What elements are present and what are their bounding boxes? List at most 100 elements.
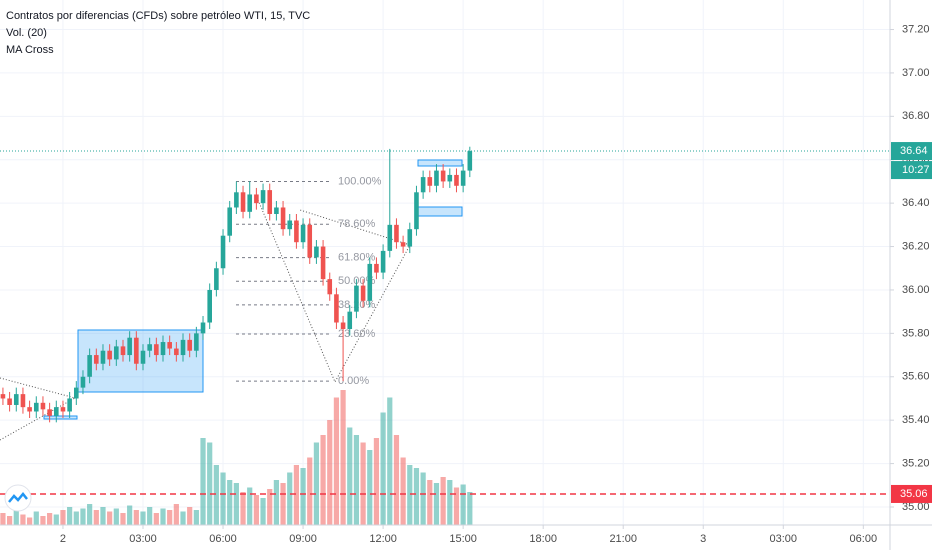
volume-bar [187, 507, 193, 525]
volume-bar [273, 480, 279, 525]
candle-body [314, 246, 319, 258]
candle-layer [0, 146, 473, 423]
y-tick-label: 36.20 [902, 240, 930, 252]
volume-bar [213, 465, 219, 525]
volume-bar [280, 483, 286, 525]
alert-tag [891, 484, 932, 503]
candle-body [180, 339, 186, 356]
volume-layer [0, 390, 473, 525]
indicator-label: Vol. (20) [6, 27, 47, 39]
volume-bar [133, 510, 139, 525]
volume-bar [233, 483, 239, 525]
chart-title: Contratos por diferencias (CFDs) sobre p… [6, 10, 310, 22]
volume-bar [113, 508, 119, 525]
candle-body [94, 355, 99, 364]
volume-bar [447, 480, 453, 525]
candle-body [174, 348, 179, 356]
volume-bar [73, 511, 79, 525]
volume-bar [260, 498, 266, 525]
candle-body [460, 170, 466, 186]
candle-body [227, 207, 233, 236]
candle-body [0, 394, 6, 399]
candle-body [220, 235, 226, 269]
candle-body [74, 387, 79, 399]
candle-body [234, 192, 239, 208]
candle-body [247, 194, 253, 212]
candle-body [80, 376, 86, 388]
volume-bar [200, 438, 206, 525]
candle-body [194, 333, 199, 351]
x-tick-label: 2 [60, 533, 66, 545]
candle-body [400, 242, 406, 247]
candle-body [340, 322, 346, 330]
candle-body [360, 285, 366, 301]
volume-bar [247, 487, 253, 525]
candle-body [60, 407, 66, 412]
candle-body [40, 402, 46, 410]
countdown-label: 10:27 [902, 164, 930, 176]
volume-bar [360, 442, 366, 525]
candle-body [347, 311, 353, 330]
candle-body [434, 170, 439, 186]
candle-body [367, 263, 373, 301]
candle-body [67, 398, 72, 412]
volume-bar [140, 511, 146, 525]
volume-bar [440, 477, 446, 525]
volume-bar [127, 505, 133, 525]
volume-bar [300, 468, 306, 525]
volume-bar [413, 468, 420, 525]
volume-bar [453, 487, 460, 525]
candle-body [320, 246, 326, 280]
candle-body [267, 190, 273, 214]
x-tick-label: 21:00 [609, 533, 637, 545]
candle-body [287, 220, 293, 230]
candle-body [140, 350, 146, 364]
candle-body [154, 344, 159, 356]
candle-body [27, 407, 32, 412]
volume-bar [93, 510, 99, 525]
candle-body [167, 342, 172, 349]
y-tick-label: 35.20 [902, 457, 930, 469]
candle-body [467, 151, 473, 171]
volume-bar [7, 516, 13, 525]
volume-bar [340, 390, 346, 525]
candle-body [354, 285, 359, 312]
fib-label: 78.60% [338, 218, 376, 230]
candle-body [87, 355, 92, 377]
x-tick-label: 18:00 [529, 533, 557, 545]
volume-bar [287, 472, 293, 525]
candle-body [260, 190, 266, 204]
countdown-tag [891, 161, 932, 180]
y-tick-label: 37.00 [902, 67, 930, 79]
volume-bar [400, 457, 406, 525]
candle-body [414, 192, 419, 230]
volume-bar [80, 508, 86, 525]
y-tick-label: 36.00 [902, 284, 930, 296]
volume-bar [220, 472, 226, 525]
volume-bar [0, 513, 6, 525]
candle-body [120, 346, 126, 356]
volume-bar [227, 480, 233, 525]
volume-bar [20, 514, 26, 525]
x-tick-label: 09:00 [289, 533, 317, 545]
candle-body [427, 177, 433, 186]
x-tick-label: 03:00 [770, 533, 798, 545]
x-tick-label: 03:00 [129, 533, 157, 545]
volume-bar [433, 483, 440, 525]
y-tick-label: 36.80 [902, 110, 930, 122]
volume-bar [147, 507, 153, 525]
logo[interactable] [4, 484, 32, 512]
candle-body [280, 207, 286, 230]
candle-body [33, 402, 39, 412]
logo-icon [8, 492, 28, 503]
candle-body [334, 294, 339, 323]
x-tick-label: 3 [700, 533, 706, 545]
candle-body [374, 263, 379, 273]
volume-bar [47, 513, 53, 525]
x-tick-label: 12:00 [369, 533, 397, 545]
candle-body [114, 346, 119, 360]
candle-body [300, 224, 306, 243]
volume-bar [293, 465, 299, 525]
